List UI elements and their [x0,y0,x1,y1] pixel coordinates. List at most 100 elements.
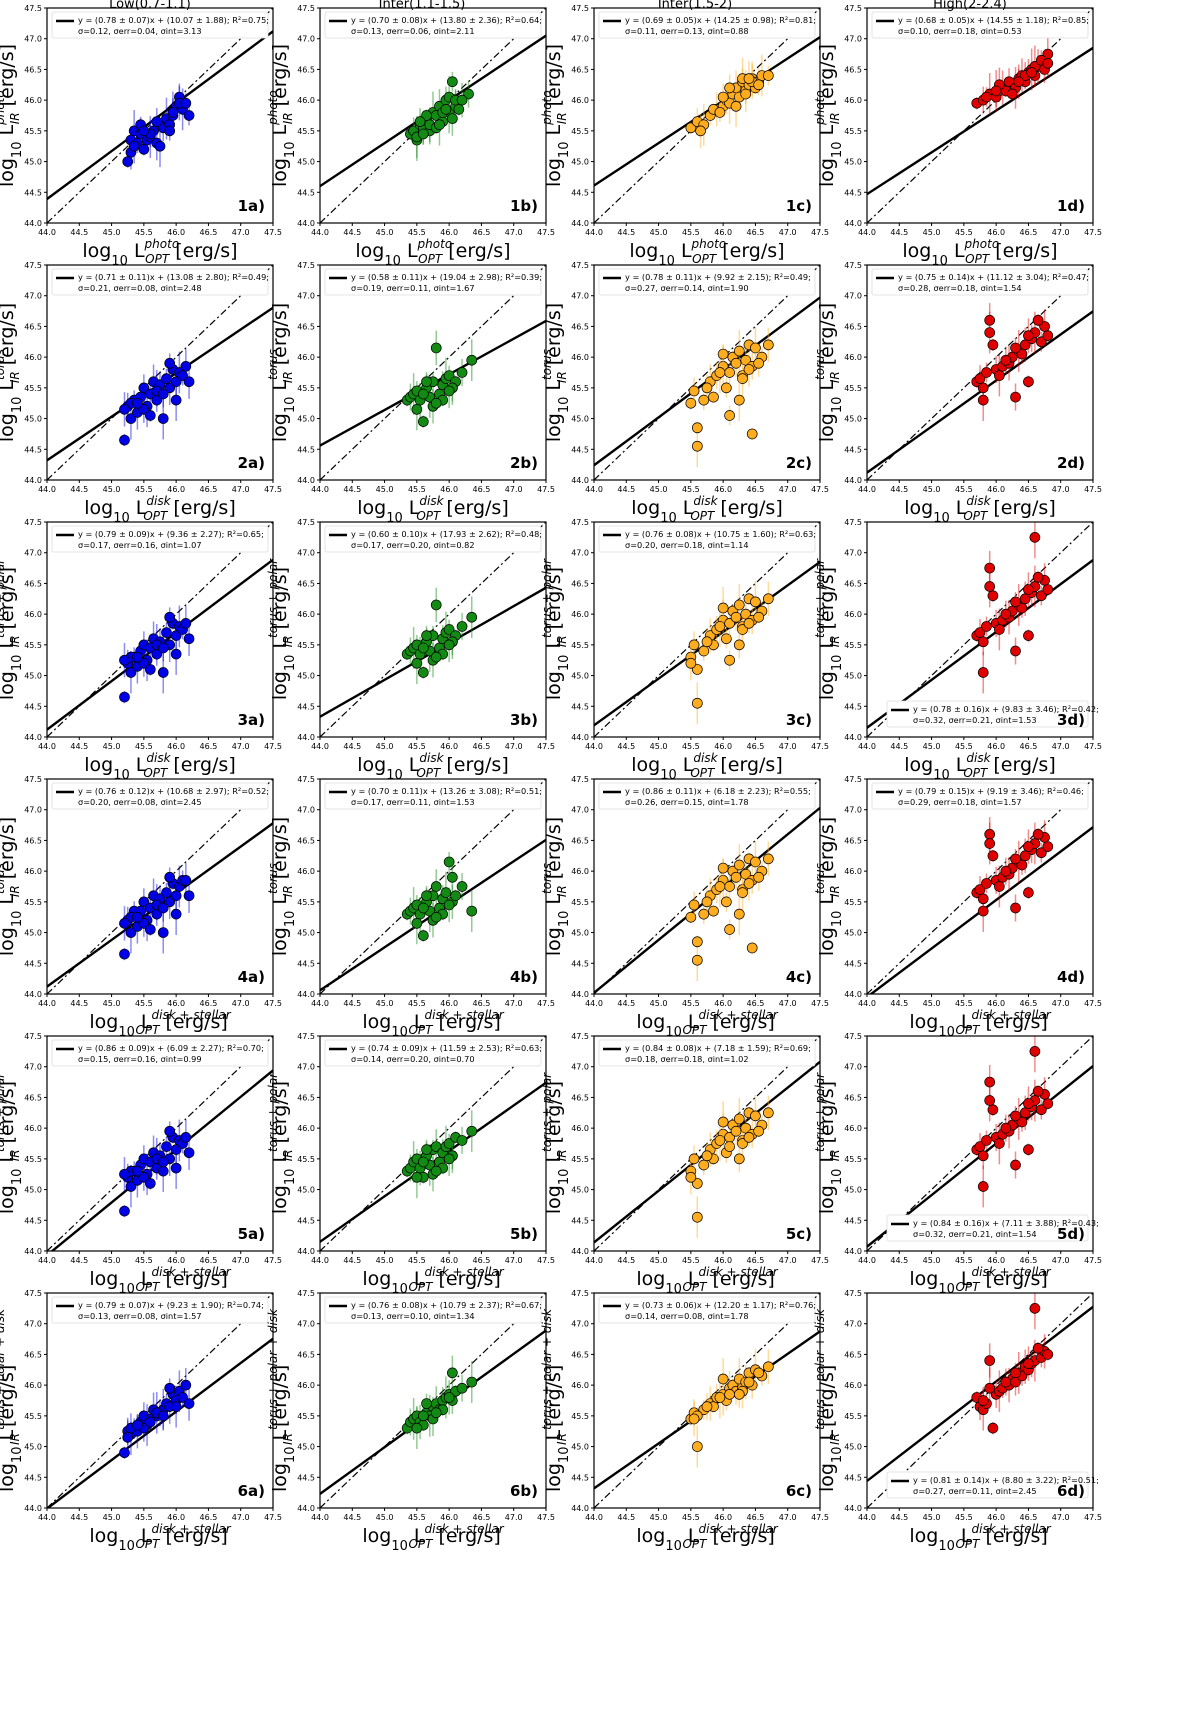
panel-1b-ytick-label: 46.0 [297,96,315,105]
panel-6c-point [762,1361,774,1373]
panel-6c-ytick-label: 46.0 [571,1381,589,1390]
panel-6c-ytick-label: 46.5 [571,1350,589,1359]
panel-2c-ytick-label: 45.5 [571,384,589,393]
panel-4b-point [443,856,455,868]
panel-5b-point [430,1165,442,1177]
panel-4d-legend-line1: y = (0.79 ± 0.15)x + (9.19 ± 3.46); R²=0… [898,786,1084,796]
panel-3b-legend-box [324,525,542,553]
panel-1a-xlabel-part: [erg/s] [169,240,237,262]
panel-2a-xtick-label: 47.0 [232,485,250,494]
column-title-high: High(2-2.4) [933,0,1007,12]
panel-4b-ytick-label: 47.0 [297,806,315,815]
panel-5b-xlabel-part: OPT [408,1280,434,1294]
panel-6d-point [1023,1358,1034,1369]
panel-6d-point [984,1382,996,1394]
panel-6a-xtick-label: 44.0 [38,1513,56,1522]
panel-6b-ytick-label: 46.0 [297,1381,315,1390]
panel-5d-xtick-label: 46.5 [1020,1256,1038,1265]
panel-6c-xtick-label: 47.5 [811,1513,829,1522]
panel-2a-ytick-label: 46.5 [24,322,42,331]
panel-4c-xlabel: log10 Ldisk + stellar OPT [erg/s] [636,1008,778,1040]
panel-5d-ytick-label: 46.0 [844,1124,862,1133]
panel-1d-point [1042,57,1054,69]
panel-4c-frame [593,778,821,995]
panel-1a-ytick-label: 47.0 [24,35,42,44]
panel-2d-xlabel-text: log10 Ldisk OPT [erg/s] [904,494,1056,526]
panel-6b-ytick-label: 46.5 [297,1350,315,1359]
panel-5b-ytick-label: 47.5 [297,1032,315,1041]
panel-3b-legend-line1: y = (0.60 ± 0.10)x + (17.93 ± 2.62); R²=… [351,529,542,539]
panel-3c-point [737,624,748,635]
panel-1c-xtick-label: 44.0 [585,228,603,237]
panel-2d-ytick-label: 45.0 [844,415,862,424]
panel-2d-xtick-label: 45.0 [923,485,941,494]
panel-2d-point [1010,391,1021,403]
panel-4a-point [144,924,156,935]
panel-3a-xtick-label: 45.5 [135,742,153,751]
panel-5c-ytick-label: 47.5 [571,1032,589,1041]
panel-1b-xlabel-part: photo [417,237,453,251]
panel-4c-xtick-label: 46.5 [747,999,765,1008]
panel-4d-frame [866,778,1094,995]
panel-3a-point [119,654,130,666]
panel-1d-xtick-label: 46.0 [987,228,1005,237]
panel-1a-ylabel-part: 10 [10,142,25,159]
panel-3c-ylabel-part: torus + polar [540,558,554,638]
panel-2d-point [1023,330,1034,341]
panel-1c-point [743,73,755,84]
panel-1c-ylabel-part: L [543,124,565,141]
panel-4a-point [180,875,192,886]
panel-4b-ylabel-part: torus [266,863,280,894]
panel-3d-legend: y = (0.78 ± 0.16)x + (9.83 ± 3.46); R²=0… [886,700,1099,728]
panel-1a-ytick-label: 45.5 [24,127,42,136]
panel-5a-one-to-one-line [47,1036,273,1251]
panel-1d-ytick-label: 46.0 [844,96,862,105]
panel-4c-ylabel-part: L [543,894,565,911]
panel-3a-xtick-label: 45.0 [103,742,121,751]
panel-1a-ylabel-text: log10 LphotoIR [erg/s] [0,44,25,187]
panel-4d-point [977,905,989,917]
panel-2b-label: 2b) [510,454,538,472]
panel-5a-xlabel-part: 10 [118,1282,135,1297]
panel-1b-ylabel-part: L [269,124,291,141]
panel-6b-point [443,1392,455,1403]
panel-5c-ytick-label: 45.0 [571,1186,589,1195]
panel-6d-legend-line1: y = (0.81 ± 0.14)x + (8.80 ± 3.22); R²=0… [913,1475,1099,1485]
panel-2b-legend-line1: y = (0.58 ± 0.11)x + (19.04 ± 2.98); R²=… [351,272,542,282]
panel-1a-point [167,107,179,118]
panel-4d-xlabel-part: [erg/s] [979,1011,1047,1033]
panel-5a-ylabel: log10 Ltorus + polarIR [erg/s] [0,1072,25,1214]
panel-5c-frame [593,1035,821,1252]
panel-1c-point [695,125,706,137]
panel-4a-xtick-label: 44.5 [70,999,88,1008]
panel-5c-ytick-label: 47.0 [571,1063,589,1072]
panel-5b-xlabel: log10 Ldisk + stellar OPT [erg/s] [362,1265,504,1297]
panel-5a-ylabel-part: IR [8,1149,22,1161]
panel-3d-xtick-label: 47.5 [1084,742,1102,751]
panel-3d-xtick-label: 44.5 [890,742,908,751]
panel-3d-ytick-label: 44.5 [844,702,862,711]
panel-4c-legend-box [598,782,816,810]
panel-4a-ylabel-text: log10 LtorusIR [erg/s] [0,817,25,956]
panel-3b-ylabel-part: [erg/s] [269,567,291,635]
panel-1d-plot-area [867,8,1093,223]
panel-1c-xlabel-part: OPT [692,252,718,266]
panel-4d-xlabel-part: L [955,1011,972,1033]
panel-3c-xlabel-part: L [677,754,694,776]
panel-1b-ylabel-part: log [269,158,291,187]
panel-5d-legend-box [886,1214,1089,1242]
panel-2a-point [170,394,182,406]
panel-5a-point [161,1141,172,1152]
panel-6b-point [456,1382,468,1394]
panel-3d-point [984,581,996,592]
panel-2d-plot-area [867,265,1093,480]
panel-3d-xtick-label: 44.0 [858,742,876,751]
panel-1a-xlabel-text: log10 Lphoto OPT [erg/s] [82,237,237,269]
panel-1c-xtick-label: 46.5 [747,228,765,237]
panel-6c-ylabel-part: torus + polar + disk [540,1308,554,1430]
panel-4d-ytick-label: 47.5 [844,775,862,784]
panel-4a-frame [46,778,274,995]
panel-5c-legend-box [598,1039,816,1067]
panel-6a-xlabel: log10 Ldisk + stellar OPT [erg/s] [89,1522,231,1554]
panel-4d-legend: y = (0.79 ± 0.15)x + (9.19 ± 3.46); R²=0… [871,782,1089,810]
